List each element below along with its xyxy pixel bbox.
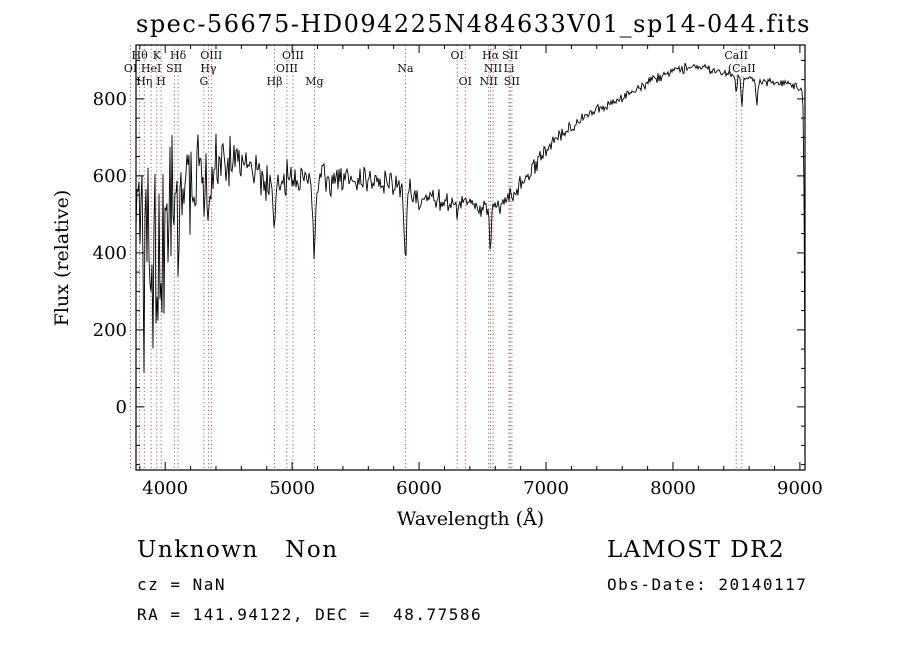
y-tick-label: 400 bbox=[93, 243, 127, 264]
spectral-line-label: Hγ bbox=[200, 62, 217, 75]
spectral-line-label: HeI bbox=[141, 62, 161, 75]
spectral-line-label: Mg bbox=[305, 75, 323, 88]
spectral-line-label: Hθ bbox=[131, 49, 148, 62]
plot-title: spec-56675-HD094225N484633V01_sp14-044.f… bbox=[136, 10, 811, 38]
object-class-text: Unknown Non bbox=[137, 537, 339, 563]
y-axis-label: Flux (relative) bbox=[51, 189, 73, 327]
spectral-line-label: (CaII bbox=[728, 62, 756, 75]
x-tick-label: 4000 bbox=[142, 478, 188, 499]
spectral-line-label: NII bbox=[484, 62, 502, 75]
y-tick-label: 0 bbox=[116, 397, 127, 418]
spectral-line-label: SII bbox=[502, 49, 518, 62]
plot-box bbox=[135, 44, 806, 471]
spectral-line-label: Hβ bbox=[267, 75, 283, 88]
y-tick-label: 800 bbox=[93, 89, 127, 110]
spectral-line-label: NII bbox=[480, 75, 498, 88]
spectral-line-label: Li bbox=[504, 62, 515, 75]
spectral-line-label: K bbox=[153, 49, 162, 62]
spectral-line-label: OIII bbox=[200, 49, 222, 62]
spectral-line-label: CaII bbox=[724, 49, 748, 62]
survey-text: LAMOST DR2 bbox=[607, 537, 786, 563]
y-tick-label: 600 bbox=[93, 166, 127, 187]
spectral-line-label: OIII bbox=[282, 49, 304, 62]
y-tick-label: 200 bbox=[93, 320, 127, 341]
spectral-line-label: Hη bbox=[136, 75, 152, 88]
spectral-line-label: SII bbox=[166, 62, 182, 75]
spectral-line-label: OI bbox=[459, 75, 472, 88]
spectral-line-label: OIII bbox=[276, 62, 298, 75]
cz-text: cz = NaN bbox=[137, 575, 227, 594]
spectral-line-label: Hδ bbox=[170, 49, 187, 62]
obs-date-text: Obs-Date: 20140117 bbox=[607, 575, 808, 594]
spectral-line-label: H bbox=[156, 75, 166, 88]
spectrum-trace bbox=[136, 62, 805, 386]
spectral-line-label: OI bbox=[124, 62, 137, 75]
ra-dec-text: RA = 141.94122, DEC = 48.77586 bbox=[137, 605, 483, 624]
spectral-line-label: OI bbox=[451, 49, 464, 62]
spectral-line-label: G bbox=[200, 75, 209, 88]
spectral-line-label: Hα bbox=[482, 49, 500, 62]
x-axis-label: Wavelength (Å) bbox=[396, 508, 545, 530]
x-tick-label: 9000 bbox=[777, 478, 823, 499]
spectral-line-label: Na bbox=[397, 62, 414, 75]
x-tick-label: 5000 bbox=[269, 478, 315, 499]
x-tick-label: 8000 bbox=[650, 478, 696, 499]
x-tick-label: 6000 bbox=[396, 478, 442, 499]
x-tick-label: 7000 bbox=[523, 478, 569, 499]
spectral-line-label: SII bbox=[504, 75, 520, 88]
